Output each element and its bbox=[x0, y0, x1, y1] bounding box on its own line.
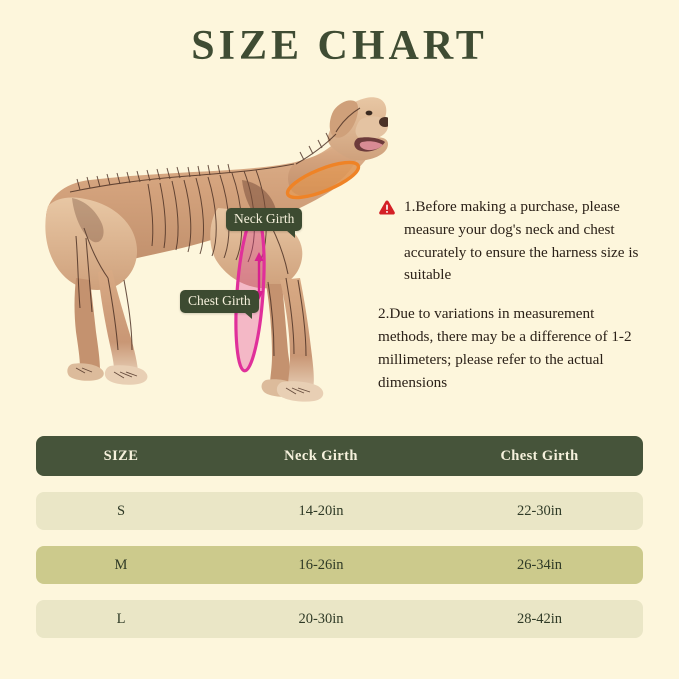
dog-legs bbox=[67, 270, 324, 402]
size-table: SIZE Neck Girth Chest Girth S 14-20in 22… bbox=[36, 436, 643, 638]
neck-girth-ring bbox=[285, 160, 361, 200]
cell-chest: 28-42in bbox=[516, 610, 563, 627]
chest-girth-tooltip-label: Chest Girth bbox=[188, 293, 251, 308]
dog-illustration: Neck Girth Chest Girth bbox=[28, 88, 388, 418]
cell-chest: 22-30in bbox=[516, 502, 563, 519]
cell-neck: 20-30in bbox=[298, 610, 344, 627]
table-row[interactable]: L 20-30in 28-42in bbox=[36, 600, 643, 638]
cell-size: L bbox=[116, 610, 126, 627]
note-text: 1.Before making a purchase, please measu… bbox=[404, 198, 639, 284]
neck-girth-tooltip: Neck Girth bbox=[226, 208, 303, 237]
cell-chest: 26-34in bbox=[516, 556, 563, 573]
dog-diagram-svg bbox=[45, 97, 388, 402]
neck-girth-tooltip-label: Neck Girth bbox=[234, 211, 295, 226]
cell-neck: 14-20in bbox=[298, 502, 344, 519]
dog-head bbox=[327, 97, 388, 161]
chest-girth-tooltip: Chest Girth bbox=[180, 290, 259, 318]
table-header-row: SIZE Neck Girth Chest Girth bbox=[36, 436, 643, 476]
warning-triangle-icon bbox=[379, 200, 395, 215]
cell-neck: 16-26in bbox=[298, 556, 344, 573]
cell-size: S bbox=[116, 502, 126, 519]
note-text: 2.Due to variations in measurement metho… bbox=[378, 305, 632, 391]
notes-block: 1.Before making a purchase, please measu… bbox=[378, 196, 650, 394]
table-row[interactable]: M 16-26in 26-34in bbox=[36, 546, 643, 584]
column-header-neck: Neck Girth bbox=[284, 447, 358, 464]
table-row[interactable]: S 14-20in 22-30in bbox=[36, 492, 643, 530]
note-item: 2.Due to variations in measurement metho… bbox=[378, 303, 650, 394]
cell-size: M bbox=[114, 556, 128, 573]
column-header-size: SIZE bbox=[103, 447, 139, 464]
note-item: 1.Before making a purchase, please measu… bbox=[378, 196, 650, 287]
page-title: SIZE CHART bbox=[191, 23, 488, 69]
column-header-chest: Chest Girth bbox=[500, 447, 579, 464]
